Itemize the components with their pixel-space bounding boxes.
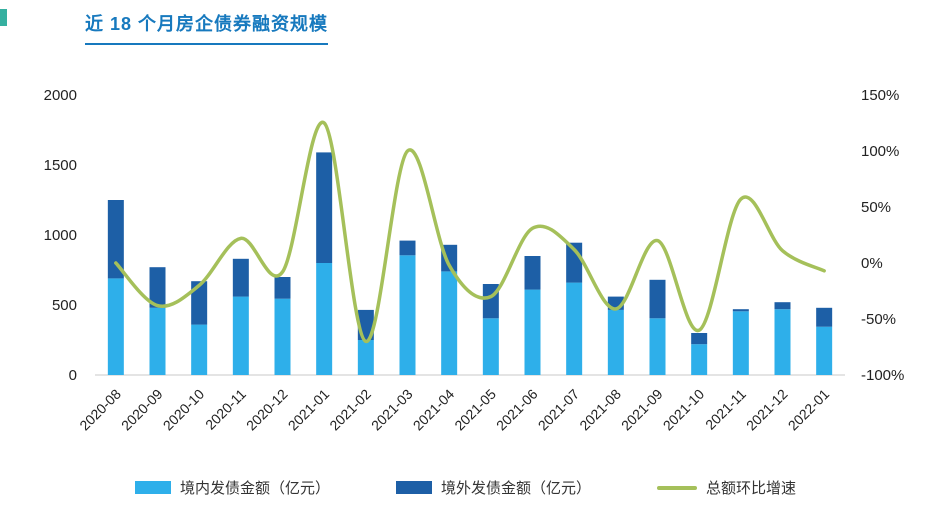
svg-text:2021-09: 2021-09 xyxy=(618,386,666,434)
svg-text:2021-10: 2021-10 xyxy=(660,386,708,434)
svg-text:2021-02: 2021-02 xyxy=(326,386,374,434)
svg-text:100%: 100% xyxy=(861,143,899,160)
svg-text:2020-09: 2020-09 xyxy=(118,386,166,434)
svg-text:2021-03: 2021-03 xyxy=(368,386,416,434)
accent-mark xyxy=(0,9,7,26)
chart-title: 近 18 个月房企债券融资规模 xyxy=(85,10,329,45)
svg-text:2021-08: 2021-08 xyxy=(576,386,624,434)
svg-text:150%: 150% xyxy=(861,87,899,104)
svg-text:1000: 1000 xyxy=(44,227,77,244)
chart-legend: 境内发债金额（亿元） 境外发债金额（亿元） 总额环比增速 xyxy=(0,477,931,498)
svg-text:2021-11: 2021-11 xyxy=(702,386,749,433)
svg-text:-50%: -50% xyxy=(861,311,896,328)
legend-item-domestic[interactable]: 境内发债金额（亿元） xyxy=(134,477,330,498)
legend-swatch-overseas xyxy=(395,481,432,494)
svg-text:2020-08: 2020-08 xyxy=(76,386,124,434)
svg-text:2021-12: 2021-12 xyxy=(743,386,791,434)
combo-chart: 0 500 1000 1500 2000 150% 100% 50% 0% -50% -100% 20… xyxy=(44,87,905,434)
svg-text:50%: 50% xyxy=(861,199,891,216)
legend-swatch-growth-line xyxy=(657,485,697,490)
svg-text:2021-04: 2021-04 xyxy=(410,386,458,434)
svg-text:2021-01: 2021-01 xyxy=(285,386,333,434)
legend-label-growth: 总额环比增速 xyxy=(706,480,797,497)
svg-text:2020-12: 2020-12 xyxy=(243,386,291,434)
svg-text:2021-05: 2021-05 xyxy=(451,386,499,434)
svg-text:2021-06: 2021-06 xyxy=(493,386,541,434)
legend-swatch-domestic xyxy=(134,481,171,494)
svg-text:500: 500 xyxy=(52,297,77,314)
svg-text:-100%: -100% xyxy=(861,367,904,384)
legend-item-growth[interactable]: 总额环比增速 xyxy=(657,477,796,498)
svg-text:2020-11: 2020-11 xyxy=(202,386,249,433)
svg-text:2022-01: 2022-01 xyxy=(785,386,833,434)
svg-text:2020-10: 2020-10 xyxy=(160,386,208,434)
chart-area: 0 500 1000 1500 2000 150% 100% 50% 0% -50% -100% 20… xyxy=(0,52,931,462)
svg-text:1500: 1500 xyxy=(44,157,77,174)
svg-text:0: 0 xyxy=(69,367,77,384)
legend-label-domestic: 境内发债金额（亿元） xyxy=(179,480,330,497)
chart-header: 近 18 个月房企债券融资规模 xyxy=(0,0,931,45)
svg-text:2000: 2000 xyxy=(44,87,77,104)
legend-label-overseas: 境外发债金额（亿元） xyxy=(440,480,591,497)
svg-text:2021-07: 2021-07 xyxy=(535,386,583,434)
legend-item-overseas[interactable]: 境外发债金额（亿元） xyxy=(395,477,591,498)
svg-text:0%: 0% xyxy=(861,255,883,272)
